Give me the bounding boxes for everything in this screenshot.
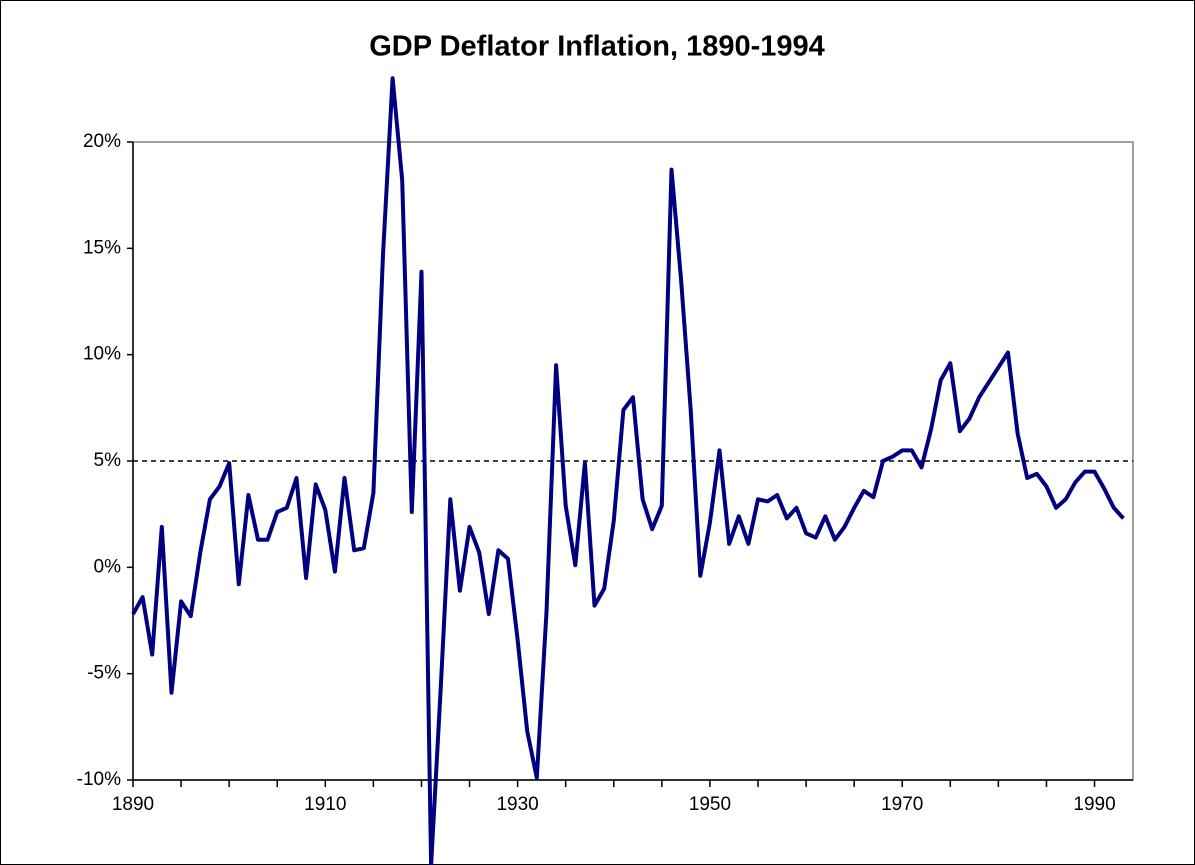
- data-line: [131, 76, 1125, 865]
- y-tick-label: 10%: [83, 344, 121, 365]
- y-tick-label: 15%: [83, 237, 121, 258]
- y-tick-label: 0%: [94, 556, 122, 577]
- y-tick-label: -5%: [87, 663, 121, 684]
- x-tick-label: 1950: [689, 794, 731, 815]
- x-tick-label: 1930: [496, 794, 538, 815]
- y-tick-label: 20%: [83, 131, 121, 152]
- y-tick-label: 5%: [94, 450, 122, 471]
- x-tick-label: 1890: [112, 794, 154, 815]
- x-tick-label: 1990: [1073, 794, 1115, 815]
- y-tick-label: -10%: [77, 769, 121, 790]
- x-tick-label: 1910: [304, 794, 346, 815]
- x-tick-label: 1970: [881, 794, 923, 815]
- chart-title: GDP Deflator Inflation, 1890-1994: [369, 31, 825, 63]
